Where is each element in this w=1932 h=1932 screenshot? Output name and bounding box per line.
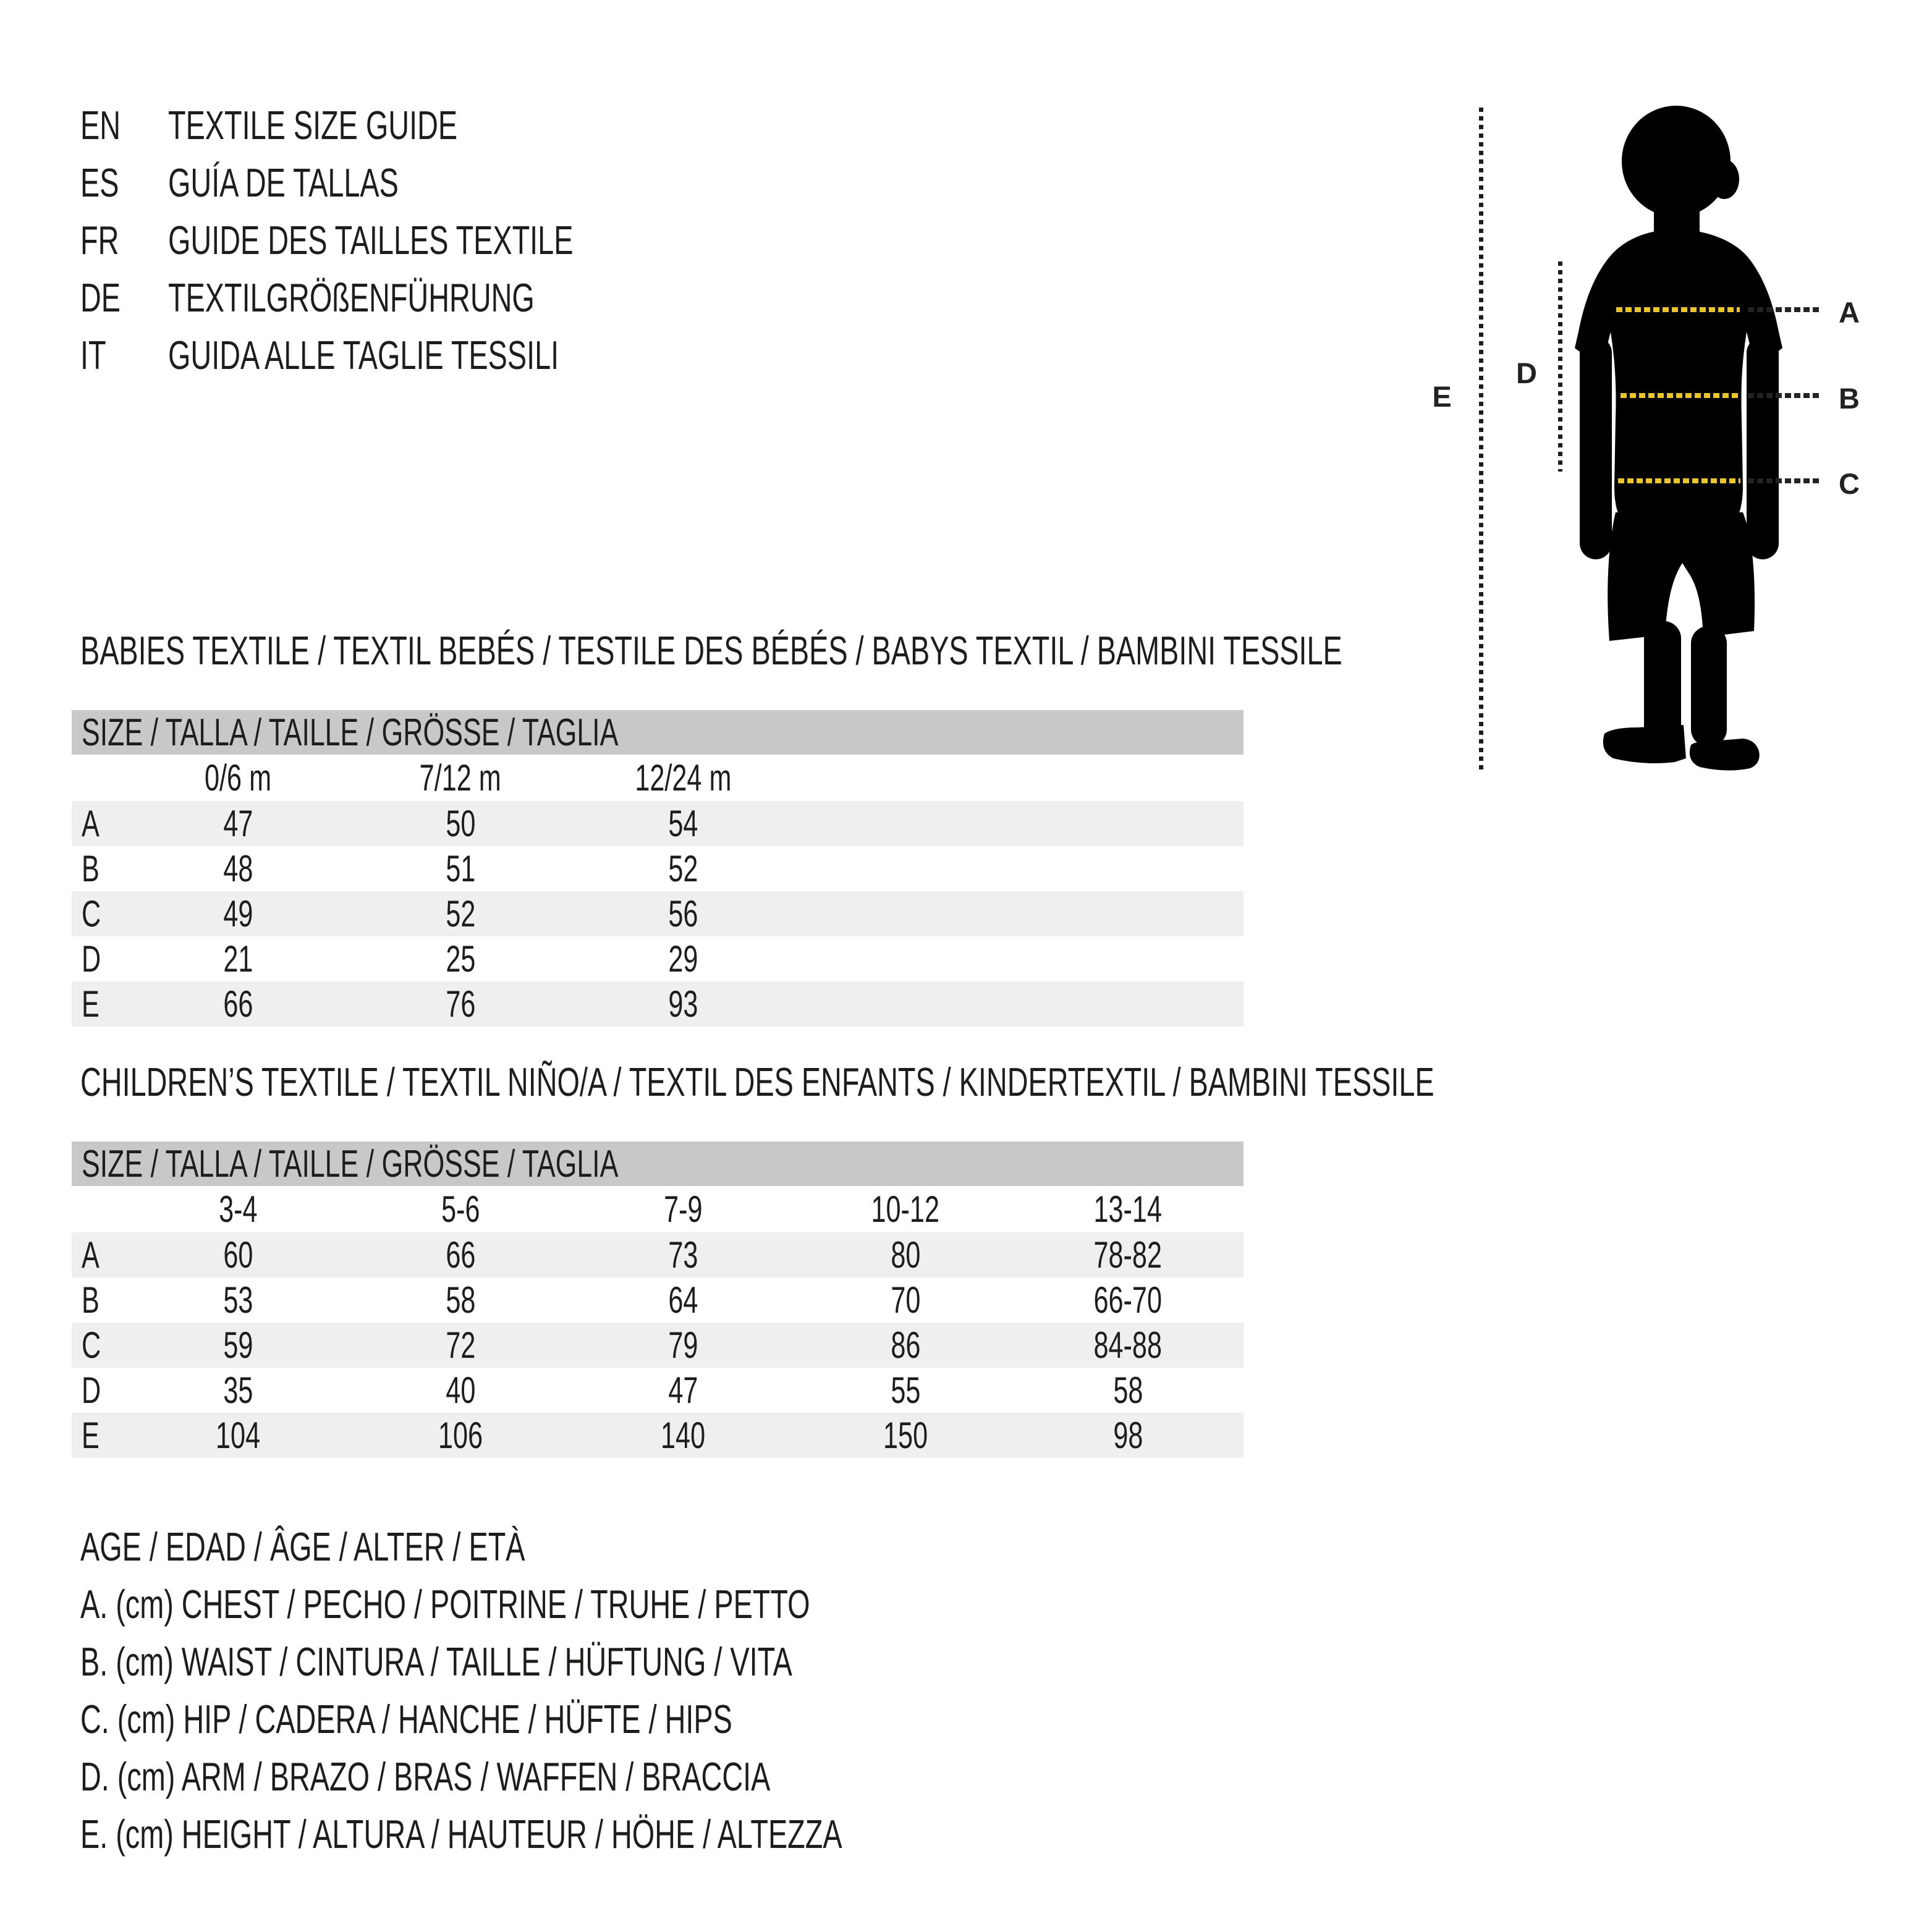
children-col-2: 7-9 <box>663 1188 703 1230</box>
babies-row-c: C 49 52 56 <box>72 891 1244 936</box>
children-row-d: D 35 40 47 55 58 <box>82 1370 1143 1411</box>
measure-label-b: B <box>1839 382 1860 415</box>
hip-line-dark-dash <box>1748 478 1821 483</box>
language-guide: EN TEXTILE SIZE GUIDE ES GUÍA DE TALLAS … <box>80 96 731 384</box>
lang-title-en: TEXTILE SIZE GUIDE <box>168 103 458 148</box>
children-col-1: 5-6 <box>441 1188 480 1230</box>
children-row-b: B 53 58 64 70 66-70 <box>82 1279 1163 1321</box>
language-row-en: EN TEXTILE SIZE GUIDE <box>80 96 731 154</box>
children-size-header-bar: SIZE / TALLA / TAILLE / GRÖSSE / TAGLIA <box>72 1142 1244 1186</box>
right-leg <box>1691 626 1727 747</box>
children-row-c: C 59 72 79 86 84-88 <box>72 1323 1244 1368</box>
legend-line-arm: D. (cm) ARM / BRAZO / BRAS / WAFFEN / BR… <box>80 1754 771 1799</box>
children-col-3: 10-12 <box>871 1188 940 1230</box>
lang-title-fr: GUIDE DES TAILLES TEXTILE <box>168 218 574 263</box>
language-row-es: ES GUÍA DE TALLAS <box>80 154 731 211</box>
children-table: SIZE / TALLA / TAILLE / GRÖSSE / TAGLIA … <box>72 1142 1244 1459</box>
lang-code-en: EN <box>80 103 121 148</box>
arm-measure-line-d <box>1558 261 1562 472</box>
figure-label-e: E <box>1432 380 1452 413</box>
measure-label-c: C <box>1839 467 1860 500</box>
left-shoe <box>1603 725 1686 763</box>
babies-size-header-bar: SIZE / TALLA / TAILLE / GRÖSSE / TAGLIA <box>72 710 1244 755</box>
legend-line-age: AGE / EDAD / ÂGE / ALTER / ETÀ <box>80 1524 525 1569</box>
lang-title-it: GUIDA ALLE TAGLIE TESSILI <box>168 333 559 378</box>
children-row-e: E 104 106 140 150 98 <box>72 1413 1244 1458</box>
right-arm <box>1747 337 1779 559</box>
language-row-fr: FR GUIDE DES TAILLES TEXTILE <box>80 211 731 269</box>
shorts <box>1608 512 1755 641</box>
lang-code-fr: FR <box>80 218 119 263</box>
language-row-de: DE TEXTILGRÖßENFÜHRUNG <box>80 269 731 326</box>
babies-col-1: 7/12 m <box>419 757 502 799</box>
measurement-legend: AGE / EDAD / ÂGE / ALTER / ETÀ A. (cm) C… <box>80 1518 1138 1863</box>
babies-size-header-label: SIZE / TALLA / TAILLE / GRÖSSE / TAGLIA <box>82 711 619 754</box>
children-size-header-label: SIZE / TALLA / TAILLE / GRÖSSE / TAGLIA <box>82 1142 619 1185</box>
right-shoe <box>1689 739 1760 771</box>
children-section-title: CHILDREN’S TEXTILE / TEXTIL NIÑO/A / TEX… <box>80 1059 1434 1104</box>
ear-bump <box>1710 159 1739 199</box>
lang-code-it: IT <box>80 333 106 378</box>
babies-table: SIZE / TALLA / TAILLE / GRÖSSE / TAGLIA … <box>72 710 1244 1027</box>
babies-col-2: 12/24 m <box>634 757 732 799</box>
babies-col-0: 0/6 m <box>204 757 272 799</box>
babies-row-e: E 66 76 93 <box>72 981 1244 1027</box>
left-arm <box>1580 337 1612 559</box>
child-silhouette <box>1575 106 1782 771</box>
legend-line-height: E. (cm) HEIGHT / ALTURA / HAUTEUR / HÖHE… <box>80 1811 842 1857</box>
legend-line-chest: A. (cm) CHEST / PECHO / POITRINE / TRUHE… <box>80 1582 810 1627</box>
babies-row-b: B 48 51 52 <box>82 848 698 889</box>
babies-column-header-row: 0/6 m 7/12 m 12/24 m <box>72 755 1244 801</box>
chest-line-dark-dash <box>1748 307 1821 312</box>
waist-line-yellow-dash <box>1621 393 1738 398</box>
children-row-a: A 60 66 73 80 78-82 <box>72 1232 1244 1277</box>
height-measure-line-e <box>1479 108 1483 769</box>
language-row-it: IT GUIDA ALLE TAGLIE TESSILI <box>80 326 731 384</box>
shirt <box>1575 229 1782 535</box>
babies-row-d: D 21 25 29 <box>82 938 698 980</box>
measure-label-a: A <box>1839 296 1860 329</box>
lang-title-es: GUÍA DE TALLAS <box>168 160 399 205</box>
waist-line-dark-dash <box>1748 393 1821 398</box>
hip-line-yellow-dash <box>1618 478 1740 483</box>
legend-line-waist: B. (cm) WAIST / CINTURA / TAILLE / HÜFTU… <box>80 1639 792 1684</box>
legend-line-hip: C. (cm) HIP / CADERA / HANCHE / HÜFTE / … <box>80 1697 732 1742</box>
children-col-0: 3-4 <box>218 1188 258 1230</box>
chest-line-yellow-dash <box>1616 307 1740 312</box>
lang-code-de: DE <box>80 275 121 320</box>
lang-title-de: TEXTILGRÖßENFÜHRUNG <box>168 275 535 320</box>
left-leg <box>1644 621 1681 745</box>
head <box>1622 106 1731 217</box>
children-col-4: 13-14 <box>1093 1188 1163 1230</box>
babies-row-a: A 47 50 54 <box>72 801 1244 846</box>
babies-section-title: BABIES TEXTILE / TEXTIL BEBÉS / TESTILE … <box>80 628 1342 673</box>
figure-label-d: D <box>1516 357 1537 389</box>
children-column-header-row: 3-4 5-6 7-9 10-12 13-14 <box>72 1186 1244 1232</box>
lang-code-es: ES <box>80 160 119 205</box>
